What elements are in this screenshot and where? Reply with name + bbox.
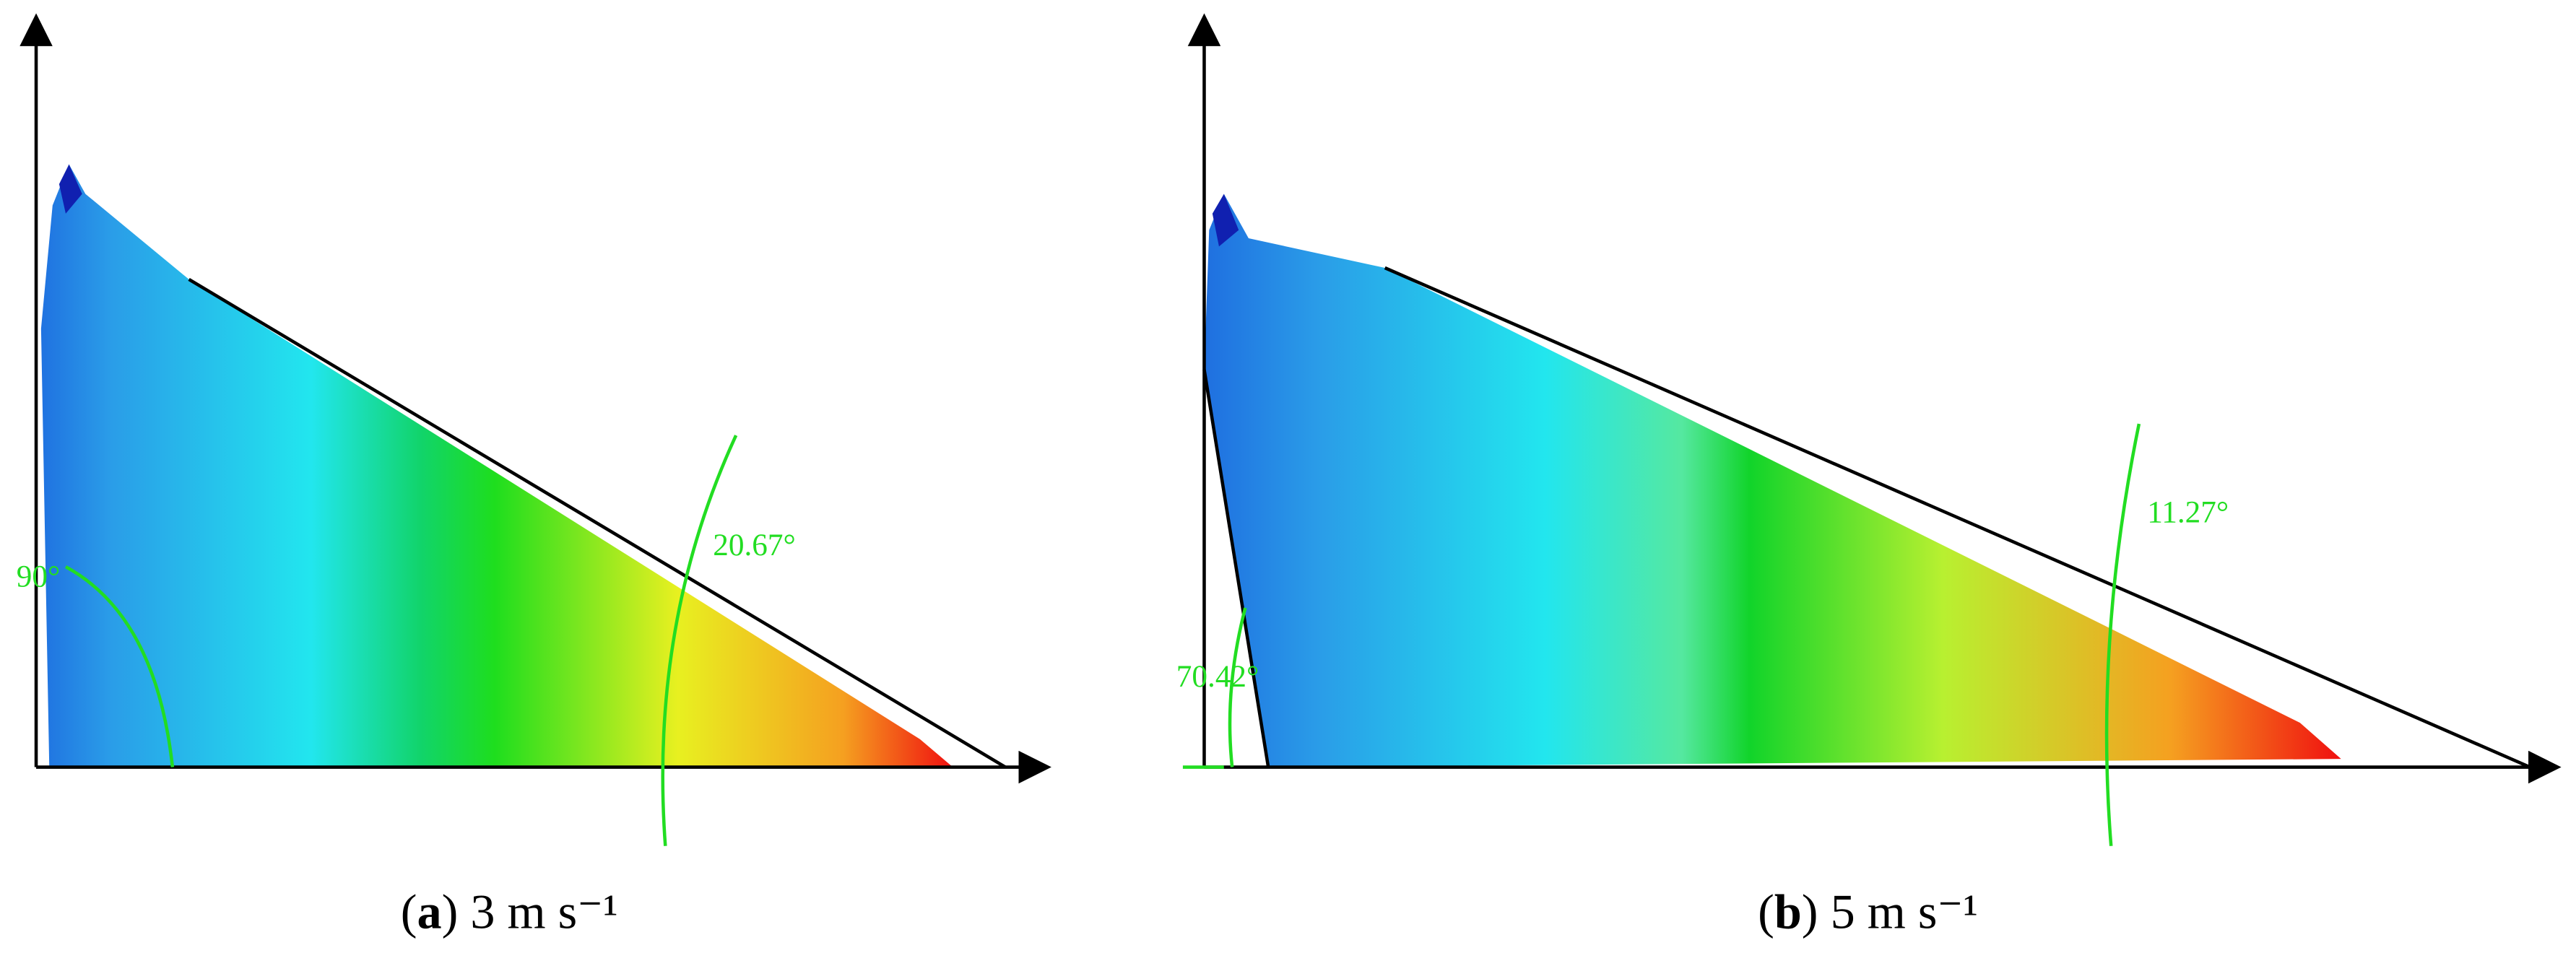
- peak: [1212, 193, 1239, 247]
- caption-part: (: [1758, 884, 1774, 939]
- velocity-field: [1204, 193, 2341, 767]
- angle-label: 70.42°: [1176, 659, 1259, 694]
- caption: (a) 3 m s⁻¹: [401, 884, 618, 939]
- caption-part: ) 3 m s⁻¹: [442, 884, 618, 939]
- peak: [58, 164, 82, 214]
- angle-label: 11.27°: [2147, 495, 2229, 530]
- caption-part: ) 5 m s⁻¹: [1802, 884, 1978, 939]
- angle-arc: [2104, 423, 2141, 846]
- angle-arc: [64, 565, 175, 767]
- slope-line: [1384, 266, 2531, 769]
- caption-part: a: [417, 884, 441, 939]
- caption-part: (: [401, 884, 417, 939]
- angle-arc: [1182, 607, 1247, 769]
- angle-arc: [661, 435, 738, 846]
- caption: (b) 5 m s⁻¹: [1758, 884, 1978, 939]
- angle-label: 90°: [17, 559, 61, 593]
- velocity-field: [40, 164, 953, 767]
- slope-line: [188, 277, 1007, 769]
- panel-a: 90° 20.67° (a) 3 m s⁻¹: [17, 13, 1051, 939]
- angle-label: 20.67°: [713, 528, 796, 562]
- slope-line: [1202, 369, 1270, 767]
- caption-part: b: [1774, 884, 1802, 939]
- panel-b: 70.42° 11.27° (b) 5 m s⁻¹: [1176, 13, 2562, 939]
